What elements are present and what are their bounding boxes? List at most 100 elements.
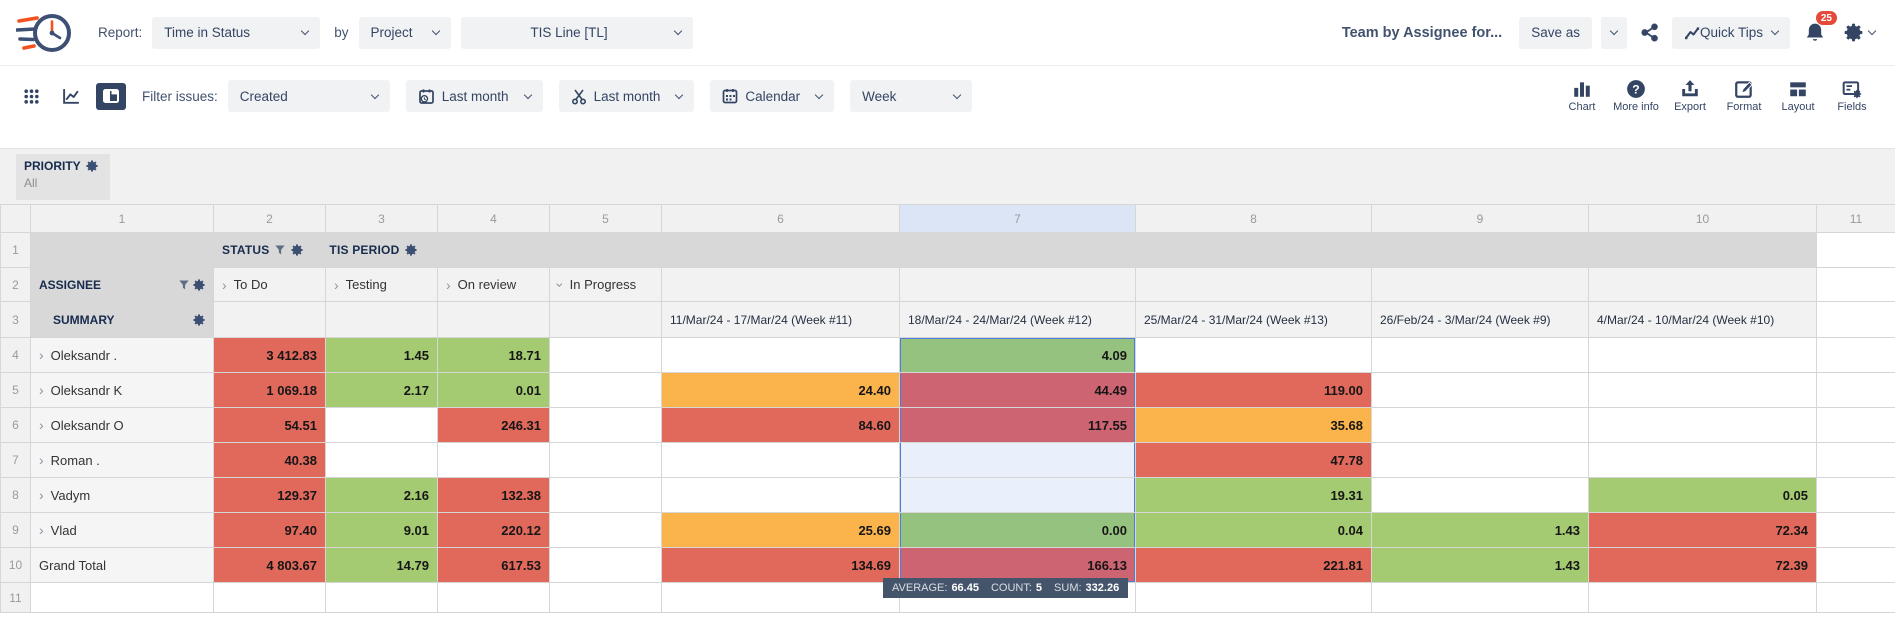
row-number[interactable]: 3 bbox=[0, 301, 31, 338]
value-cell[interactable]: 0.00 bbox=[899, 512, 1136, 548]
empty-cell[interactable] bbox=[1371, 477, 1589, 513]
empty-header-cell[interactable] bbox=[213, 301, 326, 338]
format-button[interactable]: Format bbox=[1717, 79, 1771, 113]
value-cell[interactable]: 54.51 bbox=[213, 407, 326, 443]
row-number[interactable]: 10 bbox=[0, 547, 31, 583]
assignee-header-cell[interactable]: ASSIGNEE bbox=[30, 267, 214, 302]
row-number[interactable]: 4 bbox=[0, 337, 31, 373]
empty-cell[interactable] bbox=[325, 442, 438, 478]
value-cell[interactable]: 2.17 bbox=[325, 372, 438, 408]
empty-cell[interactable] bbox=[1371, 442, 1589, 478]
column-number[interactable]: 2 bbox=[213, 204, 326, 233]
empty-cell[interactable] bbox=[1816, 337, 1895, 373]
empty-cell[interactable] bbox=[549, 372, 662, 408]
empty-cell[interactable] bbox=[1588, 442, 1817, 478]
empty-cell[interactable] bbox=[1816, 407, 1895, 443]
status-group-cell[interactable]: › Testing bbox=[325, 267, 438, 302]
empty-header-cell[interactable] bbox=[899, 267, 1136, 302]
column-number-selected[interactable]: 7 bbox=[899, 204, 1136, 233]
row-number[interactable]: 8 bbox=[0, 477, 31, 513]
period-header-cell[interactable]: 26/Feb/24 - 3/Mar/24 (Week #9) bbox=[1371, 301, 1589, 338]
empty-cell[interactable] bbox=[1371, 337, 1589, 373]
value-cell[interactable]: 72.39 bbox=[1588, 547, 1817, 583]
empty-cell[interactable] bbox=[1371, 407, 1589, 443]
expand-chevron-icon[interactable]: › bbox=[39, 381, 44, 398]
empty-cell[interactable] bbox=[1135, 582, 1372, 613]
value-cell[interactable]: 132.38 bbox=[437, 477, 550, 513]
row-number[interactable]: 7 bbox=[0, 442, 31, 478]
chevron-right-icon[interactable]: › bbox=[334, 276, 339, 293]
empty-header-cell[interactable] bbox=[661, 267, 900, 302]
empty-cell[interactable] bbox=[899, 477, 1136, 513]
value-cell[interactable]: 3 412.83 bbox=[213, 337, 326, 373]
empty-cell[interactable] bbox=[437, 442, 550, 478]
expand-chevron-icon[interactable]: › bbox=[39, 416, 44, 433]
period-header-cell[interactable]: 18/Mar/24 - 24/Mar/24 (Week #12) bbox=[899, 301, 1136, 338]
granularity-dropdown[interactable]: Week bbox=[850, 80, 973, 112]
chevron-down-icon[interactable]: › bbox=[552, 282, 569, 287]
assignee-cell[interactable]: › Oleksandr . bbox=[30, 337, 214, 373]
expand-chevron-icon[interactable]: › bbox=[39, 521, 44, 538]
empty-cell[interactable] bbox=[1816, 547, 1895, 583]
empty-cell[interactable] bbox=[1371, 372, 1589, 408]
notifications-button[interactable]: 25 bbox=[1799, 11, 1837, 45]
row-number[interactable]: 1 bbox=[0, 232, 31, 268]
settings-button[interactable] bbox=[1840, 21, 1879, 44]
value-cell[interactable]: 9.01 bbox=[325, 512, 438, 548]
report-type-dropdown[interactable]: Time in Status bbox=[152, 16, 321, 49]
value-cell[interactable]: 220.12 bbox=[437, 512, 550, 548]
filter-funnel-icon[interactable] bbox=[179, 280, 189, 290]
empty-cell[interactable] bbox=[1816, 232, 1895, 268]
empty-cell[interactable] bbox=[1588, 337, 1817, 373]
expand-chevron-icon[interactable]: › bbox=[39, 346, 44, 363]
chart-view-button[interactable] bbox=[56, 83, 86, 110]
row-number[interactable]: 2 bbox=[0, 267, 31, 302]
value-cell[interactable]: 1 069.18 bbox=[213, 372, 326, 408]
gear-icon[interactable] bbox=[193, 279, 205, 291]
empty-cell[interactable] bbox=[1588, 407, 1817, 443]
value-cell[interactable]: 117.55 bbox=[899, 407, 1136, 443]
assignee-cell[interactable]: › Vadym bbox=[30, 477, 214, 513]
save-options-button[interactable] bbox=[1600, 16, 1627, 49]
empty-cell[interactable] bbox=[1816, 477, 1895, 513]
value-cell[interactable]: 44.49 bbox=[899, 372, 1136, 408]
trim-range-button[interactable]: Last month bbox=[558, 80, 695, 112]
chevron-right-icon[interactable]: › bbox=[446, 276, 451, 293]
value-cell[interactable]: 0.01 bbox=[437, 372, 550, 408]
empty-cell[interactable] bbox=[661, 477, 900, 513]
gear-icon[interactable] bbox=[291, 244, 303, 256]
empty-header-cell[interactable] bbox=[1135, 267, 1372, 302]
assignee-cell[interactable]: › Oleksandr K bbox=[30, 372, 214, 408]
empty-cell[interactable] bbox=[213, 582, 326, 613]
empty-cell[interactable] bbox=[661, 582, 900, 613]
column-number[interactable]: 6 bbox=[661, 204, 900, 233]
corner-cell[interactable] bbox=[0, 204, 31, 233]
empty-cell[interactable] bbox=[1588, 372, 1817, 408]
empty-cell[interactable] bbox=[661, 442, 900, 478]
save-as-button[interactable]: Save as bbox=[1519, 16, 1592, 49]
filter-field-dropdown[interactable]: Created bbox=[227, 80, 390, 112]
gear-icon[interactable] bbox=[193, 314, 205, 326]
value-cell[interactable]: 47.78 bbox=[1135, 442, 1372, 478]
gear-icon[interactable] bbox=[405, 244, 417, 256]
quick-tips-button[interactable]: Quick Tips bbox=[1671, 16, 1790, 49]
status-group-cell[interactable]: › To Do bbox=[213, 267, 326, 302]
empty-cell[interactable] bbox=[549, 407, 662, 443]
summary-header-cell[interactable]: SUMMARY bbox=[30, 301, 214, 338]
value-cell[interactable]: 134.69 bbox=[661, 547, 900, 583]
status-group-cell[interactable]: › On review bbox=[437, 267, 550, 302]
fields-button[interactable]: Fields bbox=[1825, 79, 1879, 113]
row-number[interactable]: 9 bbox=[0, 512, 31, 548]
column-number[interactable]: 1 bbox=[30, 204, 214, 233]
empty-cell[interactable] bbox=[437, 582, 550, 613]
empty-cell[interactable] bbox=[1816, 442, 1895, 478]
period-header-cell[interactable]: 4/Mar/24 - 10/Mar/24 (Week #10) bbox=[1588, 301, 1817, 338]
empty-cell[interactable] bbox=[1816, 512, 1895, 548]
empty-cell[interactable] bbox=[549, 442, 662, 478]
empty-cell[interactable] bbox=[1816, 372, 1895, 408]
empty-cell[interactable] bbox=[325, 407, 438, 443]
column-number[interactable]: 11 bbox=[1816, 204, 1895, 233]
assignee-cell[interactable]: › Roman . bbox=[30, 442, 214, 478]
value-cell[interactable]: 0.05 bbox=[1588, 477, 1817, 513]
empty-cell[interactable] bbox=[1371, 582, 1589, 613]
